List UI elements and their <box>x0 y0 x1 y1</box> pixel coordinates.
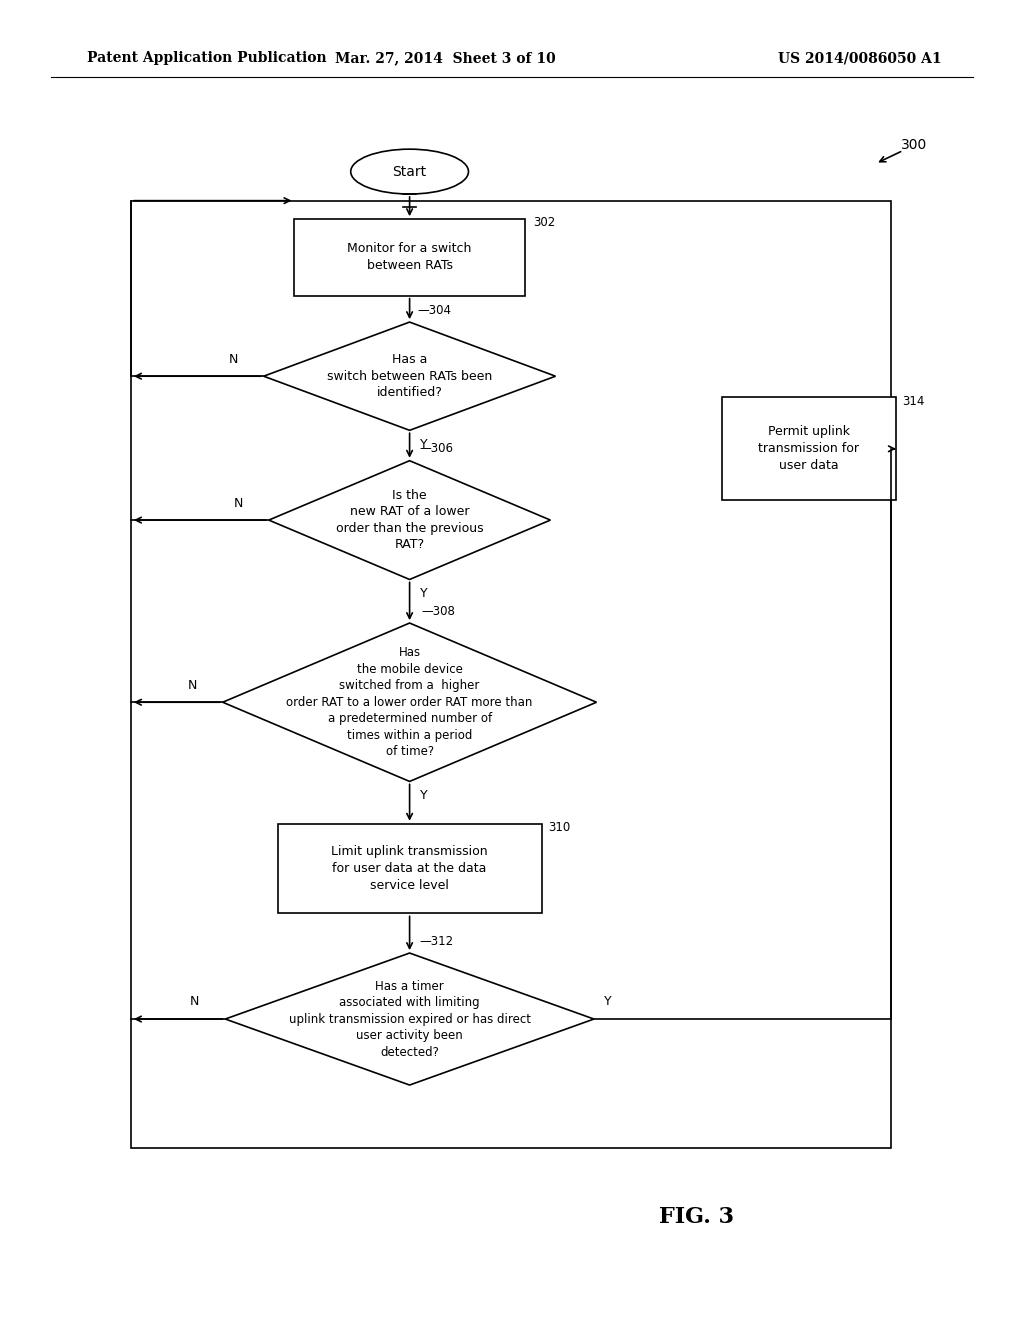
Text: Limit uplink transmission
for user data at the data
service level: Limit uplink transmission for user data … <box>332 845 487 892</box>
Bar <box>722 397 896 500</box>
Text: Y: Y <box>420 438 427 451</box>
Polygon shape <box>264 322 555 430</box>
Text: 302: 302 <box>534 216 555 230</box>
Bar <box>295 219 525 296</box>
Bar <box>131 201 891 1148</box>
Text: Permit uplink
transmission for
user data: Permit uplink transmission for user data <box>759 425 859 473</box>
Text: Has a
switch between RATs been
identified?: Has a switch between RATs been identifie… <box>327 354 493 399</box>
Text: 310: 310 <box>548 821 570 834</box>
Text: N: N <box>228 352 238 366</box>
Text: Y: Y <box>420 789 427 803</box>
Text: —306: —306 <box>420 442 454 455</box>
Text: Y: Y <box>420 587 427 601</box>
Text: —308: —308 <box>422 605 456 618</box>
Text: 300: 300 <box>901 139 928 152</box>
Text: Monitor for a switch
between RATs: Monitor for a switch between RATs <box>347 243 472 272</box>
Text: 314: 314 <box>902 395 925 408</box>
Text: Start: Start <box>392 165 427 178</box>
Polygon shape <box>223 623 596 781</box>
Text: Has a timer
associated with limiting
uplink transmission expired or has direct
u: Has a timer associated with limiting upl… <box>289 979 530 1059</box>
Text: Has
the mobile device
switched from a  higher
order RAT to a lower order RAT mor: Has the mobile device switched from a hi… <box>287 647 532 758</box>
Text: FIG. 3: FIG. 3 <box>658 1206 734 1228</box>
Text: —312: —312 <box>420 935 454 948</box>
Text: N: N <box>187 678 197 692</box>
Text: Y: Y <box>604 995 611 1008</box>
Text: —304: —304 <box>418 304 452 317</box>
Text: N: N <box>233 496 243 510</box>
Text: N: N <box>189 995 200 1008</box>
Text: US 2014/0086050 A1: US 2014/0086050 A1 <box>778 51 942 65</box>
Ellipse shape <box>350 149 469 194</box>
Polygon shape <box>268 461 551 579</box>
Text: Mar. 27, 2014  Sheet 3 of 10: Mar. 27, 2014 Sheet 3 of 10 <box>335 51 556 65</box>
Text: Patent Application Publication: Patent Application Publication <box>87 51 327 65</box>
Polygon shape <box>225 953 594 1085</box>
Text: Is the
new RAT of a lower
order than the previous
RAT?: Is the new RAT of a lower order than the… <box>336 488 483 552</box>
Bar <box>278 824 542 913</box>
